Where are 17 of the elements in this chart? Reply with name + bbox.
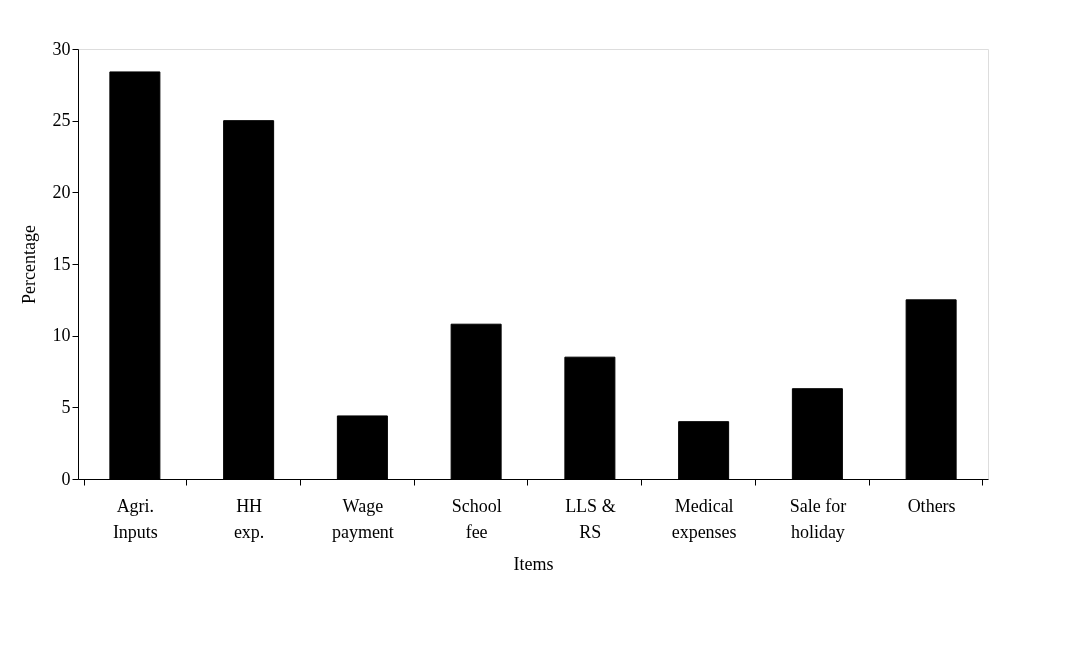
x-tick-label: Others [907, 495, 956, 516]
y-tick-label: 0 [61, 468, 71, 489]
y-tick-label: 15 [52, 253, 71, 274]
x-tick-label: Wage payment [331, 495, 394, 542]
y-tick-label: 30 [52, 38, 71, 59]
y-axis-title: Percentage [18, 225, 39, 304]
x-tick-label: Sale for holiday [789, 495, 847, 542]
y-tick-label: 20 [52, 181, 71, 202]
x-axis-title: Items [513, 553, 554, 574]
y-tick-label: 25 [52, 110, 71, 131]
y-tick-label: 5 [61, 396, 71, 417]
x-tick-label: School fee [451, 495, 502, 542]
x-tick-label: LLS & RS [565, 495, 616, 542]
x-tick-label: Agri. Inputs [112, 495, 158, 542]
x-tick-label: HH exp. [233, 495, 265, 542]
x-tick-label: Medical expenses [671, 495, 737, 542]
y-tick-label: 10 [52, 325, 71, 346]
